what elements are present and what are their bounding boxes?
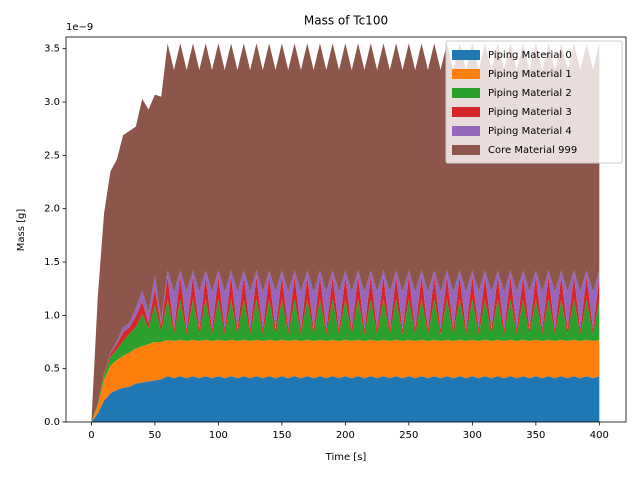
- x-tick-label: 350: [526, 430, 545, 441]
- x-tick-label: 150: [272, 430, 291, 441]
- y-tick-label: 3.5: [44, 44, 60, 55]
- legend-swatch: [452, 69, 480, 79]
- legend-swatch: [452, 107, 480, 117]
- legend-label: Piping Material 4: [488, 126, 572, 137]
- legend-box: [445, 40, 623, 164]
- y-tick-label: 1.0: [44, 310, 60, 321]
- y-tick-label: 1.5: [44, 257, 60, 268]
- area: [91, 275, 600, 422]
- y-tick-label: 3.0: [44, 97, 60, 108]
- y-tick-label: 2.5: [44, 150, 60, 161]
- x-tick-label: 200: [336, 430, 355, 441]
- x-tick-label: 300: [463, 430, 482, 441]
- legend-swatch: [452, 126, 480, 136]
- y-offset-label: 1e−9: [66, 22, 93, 33]
- area: [91, 339, 600, 422]
- chart-title: Mass of Tc100: [304, 14, 388, 28]
- y-tick-label: 0.5: [44, 364, 60, 375]
- legend-swatch: [452, 88, 480, 98]
- plot-frame: [65, 36, 627, 423]
- legend-label: Piping Material 3: [488, 107, 572, 118]
- area: [91, 299, 600, 422]
- x-tick-label: 250: [399, 430, 418, 441]
- legend-label: Piping Material 0: [488, 50, 572, 61]
- legend-label: Core Material 999: [488, 145, 577, 156]
- x-tick-label: 400: [590, 430, 609, 441]
- x-tick-label: 50: [149, 430, 162, 441]
- x-axis-label: Time [s]: [325, 452, 367, 463]
- legend-swatch: [452, 50, 480, 60]
- x-tick-label: 0: [88, 430, 94, 441]
- legend-label: Piping Material 1: [488, 69, 572, 80]
- y-tick-label: 2.0: [44, 204, 60, 215]
- area: [91, 376, 600, 422]
- legend-label: Piping Material 2: [488, 88, 572, 99]
- legend-swatch: [452, 145, 480, 155]
- y-tick-label: 0.0: [44, 417, 60, 428]
- y-axis-label: Mass [g]: [16, 209, 27, 252]
- x-tick-label: 100: [209, 430, 228, 441]
